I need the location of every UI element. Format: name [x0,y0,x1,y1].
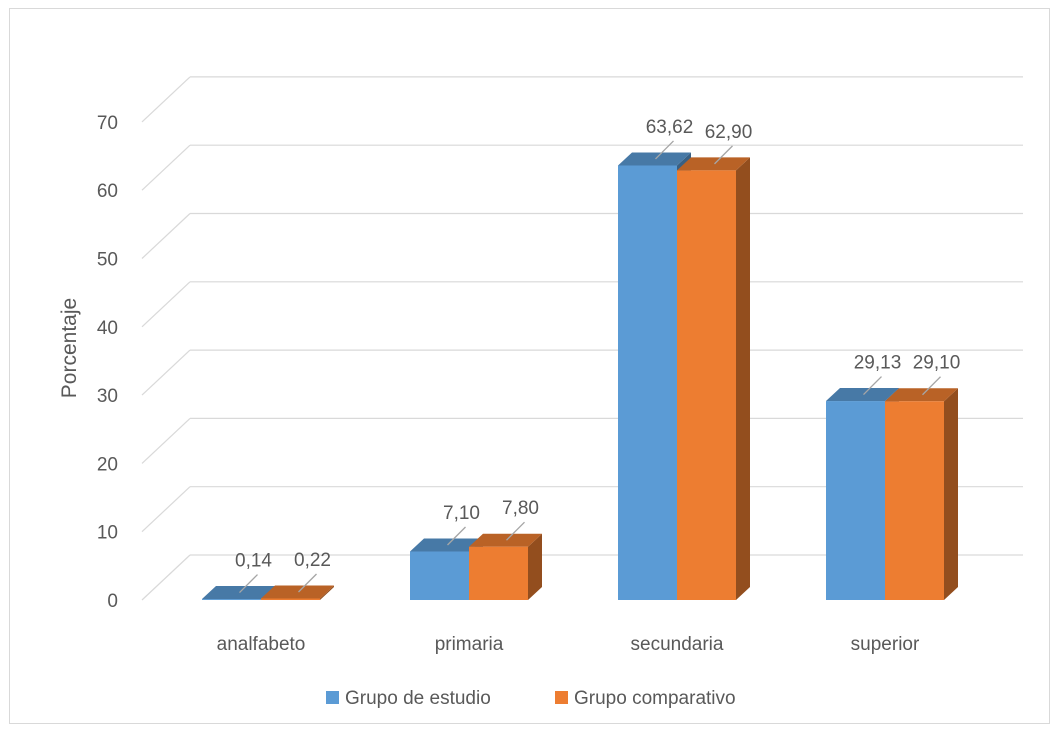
data-label-leader [863,376,882,396]
data-label: 0,14 [235,551,272,572]
legend-swatch [555,691,568,704]
bar-superior-estudio [826,401,885,600]
legend-label: Grupo comparativo [574,688,736,709]
legend-swatch [326,691,339,704]
data-label-leader [655,140,674,160]
y-tick-label: 50 [97,250,118,271]
x-tick-label: superior [851,634,920,655]
y-tick-label: 70 [97,113,118,134]
data-label-leader [506,521,525,541]
y-tick-label: 40 [97,318,118,339]
bar-superior-comparativo-top [885,388,958,402]
bar-secundaria-estudio [618,165,677,600]
y-axis-title: Porcentaje [58,298,81,398]
chart-frame [9,8,1050,724]
bar-analfabeto-comparativo-top [261,585,334,599]
y-tick-label: 0 [107,591,118,612]
data-label-leader [298,573,317,593]
bar-secundaria-comparativo-top [677,157,750,171]
data-label: 62,90 [705,122,753,143]
gridline-diag-70 [141,76,191,123]
data-label-leader [714,145,733,165]
y-tick-label: 20 [97,454,118,475]
data-label: 7,80 [502,498,539,519]
legend-label: Grupo de estudio [345,688,491,709]
bar-superior-estudio-top [826,388,899,402]
data-label: 7,10 [443,503,480,524]
data-label-leader [922,376,941,396]
data-label-leader [447,526,466,546]
y-tick-label: 10 [97,523,118,544]
bar-superior-comparativo [885,401,944,600]
data-label: 0,22 [294,550,331,571]
x-tick-label: analfabeto [217,634,306,655]
bar-primaria-estudio-top [410,538,483,552]
data-label-leader [239,574,258,594]
gridline-diag-0 [141,554,191,601]
gridline-diag-30 [141,349,191,396]
data-label: 29,13 [854,353,902,374]
gridline-diag-50 [141,213,191,259]
legend: Grupo de estudio Grupo comparativo [326,688,736,709]
gridline-diag-10 [141,486,191,533]
gridline-diag-60 [141,144,191,191]
bar-secundaria-estudio-top [618,152,691,166]
bar-primaria-comparativo [469,546,528,600]
bar-analfabeto-comparativo-side [320,585,334,600]
bar-primaria-estudio [410,551,469,600]
bar-analfabeto-estudio [202,599,261,600]
y-tick-label: 30 [97,386,118,407]
gridline-diag-20 [141,417,191,464]
labels: 0 10 20 30 40 50 60 70 0,14 0,22 analfabeto 7,10 7,8… [97,113,960,655]
bar-secundaria-comparativo-side [736,157,750,600]
gridline-diag-40 [141,281,191,328]
bar-secundaria-comparativo [677,170,736,600]
x-tick-label: secundaria [631,634,724,655]
data-label: 29,10 [913,353,961,374]
bar-analfabeto-estudio-top [202,586,275,600]
bar-superior-comparativo-side [944,388,958,600]
bars [202,152,958,600]
x-tick-label: primaria [435,634,504,655]
data-label: 63,62 [646,117,694,138]
bar-analfabeto-comparativo [261,598,320,600]
bar-primaria-comparativo-side [528,533,542,600]
y-tick-label: 60 [97,181,118,202]
bar-primaria-comparativo-top [469,533,542,547]
